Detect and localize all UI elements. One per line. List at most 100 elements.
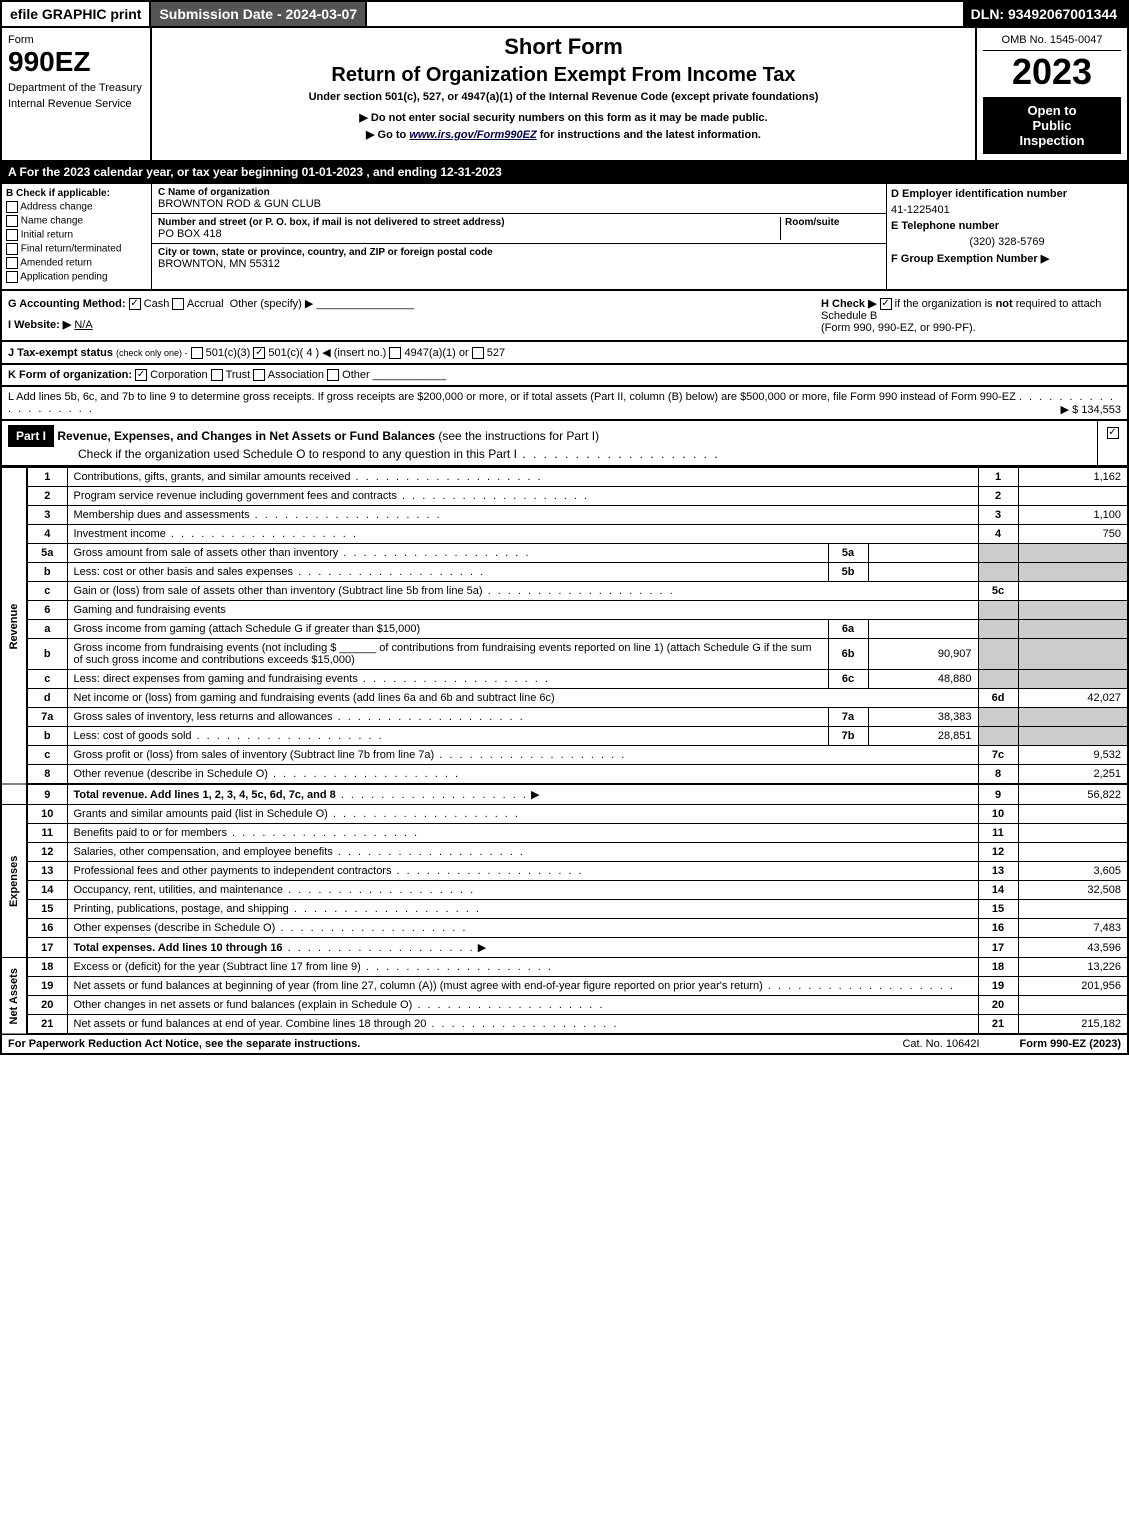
- l6c-sn: 6c: [828, 670, 868, 689]
- h-not: not: [996, 298, 1013, 310]
- l13-num: 13: [27, 862, 67, 881]
- l19-val: 201,956: [1018, 977, 1128, 996]
- h-msg3: (Form 990, 990-EZ, or 990-PF).: [821, 322, 976, 334]
- l7a-sn: 7a: [828, 708, 868, 727]
- l15-rn: 15: [978, 900, 1018, 919]
- expenses-side-label: Expenses: [1, 805, 27, 958]
- line-1: Revenue 1 Contributions, gifts, grants, …: [1, 468, 1128, 487]
- l5a-rn-shaded: [978, 544, 1018, 563]
- l16-desc: Other expenses (describe in Schedule O): [74, 922, 276, 934]
- subtitle: Under section 501(c), 527, or 4947(a)(1)…: [158, 91, 969, 103]
- l17-rn: 17: [978, 938, 1018, 958]
- l9-num: 9: [27, 784, 67, 805]
- l1-val: 1,162: [1018, 468, 1128, 487]
- main-title: Return of Organization Exempt From Incom…: [158, 64, 969, 87]
- line-9: 9 Total revenue. Add lines 1, 2, 3, 4, 5…: [1, 784, 1128, 805]
- l6-num: 6: [27, 601, 67, 620]
- l10-val: [1018, 805, 1128, 824]
- tax-year: 2023: [983, 51, 1121, 93]
- section-d-e-f: D Employer identification number 41-1225…: [887, 184, 1127, 289]
- l11-rn: 11: [978, 824, 1018, 843]
- l5a-val-shaded: [1018, 544, 1128, 563]
- goto-prefix: ▶ Go to: [366, 129, 409, 141]
- l3-rn: 3: [978, 506, 1018, 525]
- k-o4: Other: [342, 369, 370, 381]
- l18-rn: 18: [978, 958, 1018, 977]
- l9-desc: Total revenue. Add lines 1, 2, 3, 4, 5c,…: [74, 789, 336, 801]
- check-cash[interactable]: ✓: [129, 298, 141, 310]
- check-schedule-o[interactable]: ✓: [1107, 427, 1119, 439]
- check-501c3[interactable]: [191, 347, 203, 359]
- check-trust[interactable]: [211, 369, 223, 381]
- efile-print-button[interactable]: efile GRAPHIC print: [2, 2, 151, 26]
- check-application-pending[interactable]: Application pending: [6, 271, 147, 283]
- phone-label: E Telephone number: [891, 220, 999, 232]
- open-line2: Public: [989, 118, 1115, 133]
- check-other-org[interactable]: [327, 369, 339, 381]
- l9-rn: 9: [978, 784, 1018, 805]
- part1-check-note: Check if the organization used Schedule …: [78, 447, 517, 461]
- check-501c[interactable]: ✓: [253, 347, 265, 359]
- check-527[interactable]: [472, 347, 484, 359]
- check-name-change[interactable]: Name change: [6, 215, 147, 227]
- l6b-rn-shaded: [978, 639, 1018, 670]
- goto-line: ▶ Go to www.irs.gov/Form990EZ for instru…: [158, 128, 969, 141]
- irs-link[interactable]: www.irs.gov/Form990EZ: [409, 129, 536, 141]
- j-o4: 527: [487, 347, 505, 359]
- k-o2: Trust: [226, 369, 251, 381]
- l1-desc: Contributions, gifts, grants, and simila…: [74, 471, 351, 483]
- l6c-num: c: [27, 670, 67, 689]
- check-4947[interactable]: [389, 347, 401, 359]
- l7b-rn-shaded: [978, 727, 1018, 746]
- check-initial-return[interactable]: Initial return: [6, 229, 147, 241]
- phone-value: (320) 328-5769: [891, 236, 1123, 248]
- check-schedule-b[interactable]: ✓: [880, 298, 892, 310]
- l6a-sn: 6a: [828, 620, 868, 639]
- line-15: 15 Printing, publications, postage, and …: [1, 900, 1128, 919]
- l7c-val: 9,532: [1018, 746, 1128, 765]
- section-c-org-info: C Name of organization BROWNTON ROD & GU…: [152, 184, 887, 289]
- l7a-desc: Gross sales of inventory, less returns a…: [74, 711, 333, 723]
- part1-header-row: Part I Revenue, Expenses, and Changes in…: [0, 421, 1129, 467]
- l8-val: 2,251: [1018, 765, 1128, 785]
- k-label: K Form of organization:: [8, 369, 132, 381]
- line-6d: d Net income or (loss) from gaming and f…: [1, 689, 1128, 708]
- l7a-num: 7a: [27, 708, 67, 727]
- spacer-9: [1, 784, 27, 805]
- l13-rn: 13: [978, 862, 1018, 881]
- check-final-return[interactable]: Final return/terminated: [6, 243, 147, 255]
- other-label: Other (specify) ▶: [230, 298, 314, 310]
- line-6: 6 Gaming and fundraising events: [1, 601, 1128, 620]
- header-right: OMB No. 1545-0047 2023 Open to Public In…: [977, 28, 1127, 160]
- check-address-change[interactable]: Address change: [6, 201, 147, 213]
- l4-num: 4: [27, 525, 67, 544]
- l12-num: 12: [27, 843, 67, 862]
- line-8: 8 Other revenue (describe in Schedule O)…: [1, 765, 1128, 785]
- line-12: 12 Salaries, other compensation, and emp…: [1, 843, 1128, 862]
- l5c-desc: Gain or (loss) from sale of assets other…: [74, 585, 483, 597]
- check-association[interactable]: [253, 369, 265, 381]
- l6b-sv: 90,907: [868, 639, 978, 670]
- open-line1: Open to: [989, 103, 1115, 118]
- l7b-num: b: [27, 727, 67, 746]
- l6a-num: a: [27, 620, 67, 639]
- l1-rn: 1: [978, 468, 1018, 487]
- check-accrual[interactable]: [172, 298, 184, 310]
- check-corporation[interactable]: ✓: [135, 369, 147, 381]
- row-l-gross-receipts: L Add lines 5b, 6c, and 7b to line 9 to …: [0, 387, 1129, 421]
- line-11: 11 Benefits paid to or for members 11: [1, 824, 1128, 843]
- l2-desc: Program service revenue including govern…: [74, 490, 397, 502]
- lines-table: Revenue 1 Contributions, gifts, grants, …: [0, 467, 1129, 1035]
- l7a-sv: 38,383: [868, 708, 978, 727]
- part1-title-note: (see the instructions for Part I): [438, 429, 599, 443]
- l5b-sn: 5b: [828, 563, 868, 582]
- line-6c: c Less: direct expenses from gaming and …: [1, 670, 1128, 689]
- l16-val: 7,483: [1018, 919, 1128, 938]
- line-20: 20 Other changes in net assets or fund b…: [1, 996, 1128, 1015]
- check-amended-return[interactable]: Amended return: [6, 257, 147, 269]
- l20-num: 20: [27, 996, 67, 1015]
- l4-rn: 4: [978, 525, 1018, 544]
- l1-num: 1: [27, 468, 67, 487]
- l5a-sv: [868, 544, 978, 563]
- l21-rn: 21: [978, 1015, 1018, 1035]
